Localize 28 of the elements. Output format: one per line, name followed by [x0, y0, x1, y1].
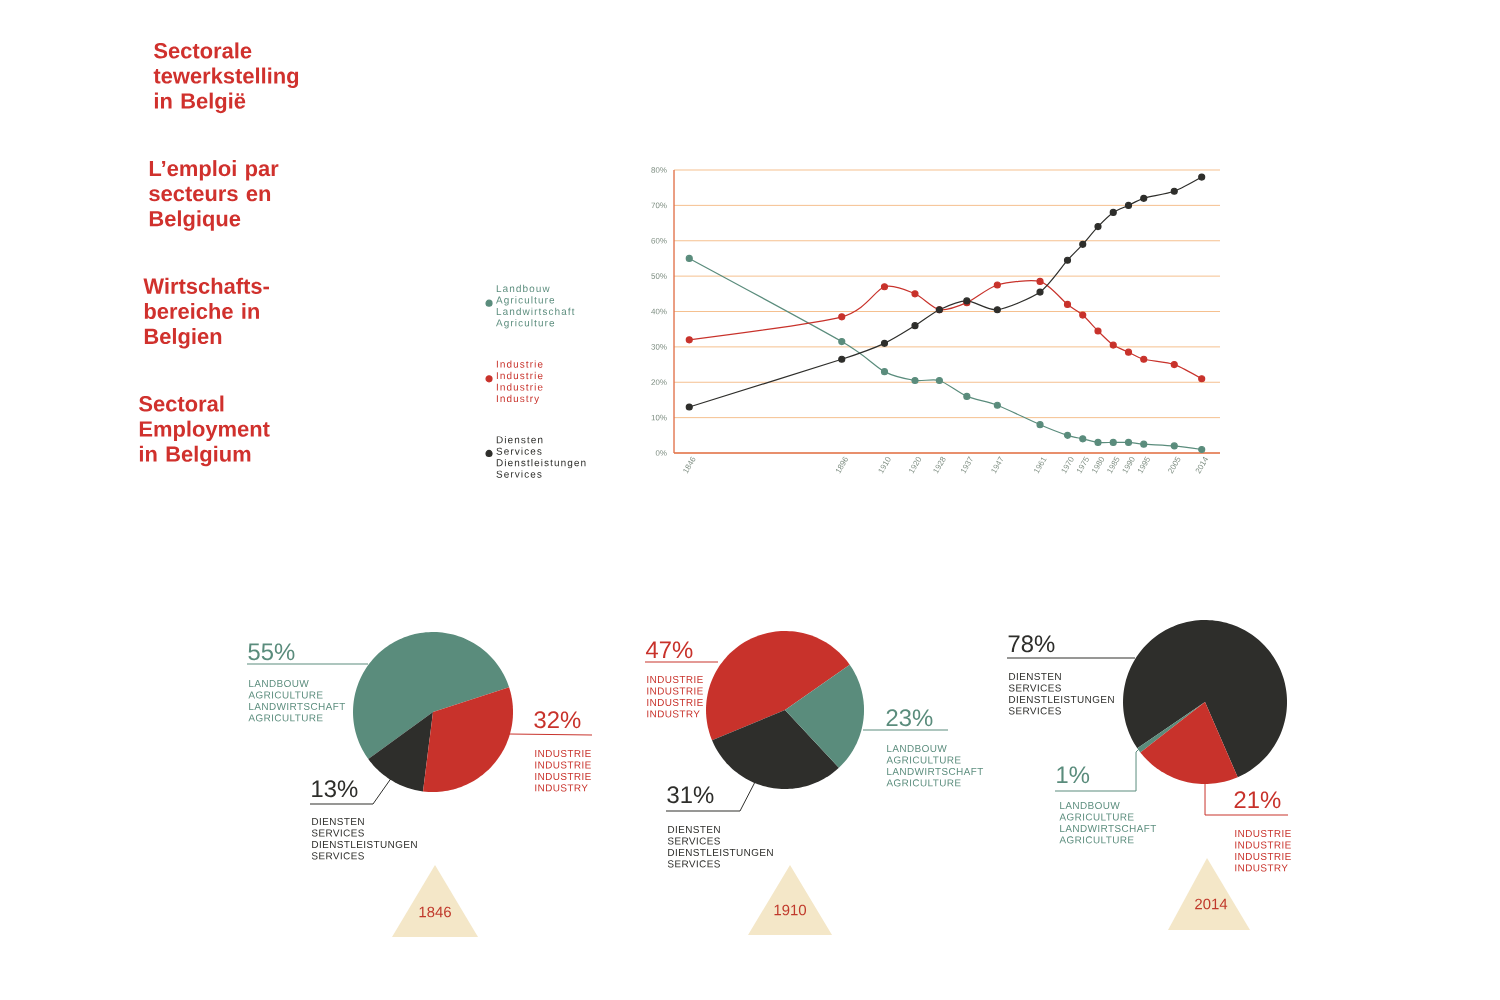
slice-label: DIENSTEN SERVICES DIENSTLEISTUNGEN SERVICES — [1008, 673, 1114, 715]
data-label: 47% — [645, 641, 693, 659]
text: Sectorale tewerkstelling in België — [153, 42, 299, 114]
slice-label: LANDBOUW AGRICULTURE LANDWIRTSCHAFT AGRICULTURE — [248, 680, 346, 722]
slice-label: LANDBOUW AGRICULTURE LANDWIRTSCHAFT AGRICULTURE — [1059, 802, 1157, 844]
data-label: 32% — [534, 711, 581, 729]
text: 2014 — [1195, 898, 1228, 910]
data-label: 78% — [1008, 635, 1055, 653]
legend-label: Landbouw Agriculture Landwirtschaft Agriculture — [496, 284, 575, 329]
data-label: 31% — [667, 786, 714, 804]
slice-label: INDUSTRIE INDUSTRIE INDUSTRIE INDUSTRY — [647, 676, 703, 718]
text: L’emploi par secteurs en Belgique — [149, 160, 279, 231]
text: 1846 — [419, 906, 451, 918]
data-label: 21% — [1234, 791, 1281, 809]
slice-label: LANDBOUW AGRICULTURE LANDWIRTSCHAFT AGRICULTURE — [886, 745, 984, 787]
data-label: 13% — [312, 780, 358, 798]
text: Sectoral Employment in Belgium — [139, 395, 270, 467]
slice-label: DIENSTEN SERVICES DIENSTLEISTUNGEN SERVICES — [311, 818, 417, 860]
data-label: 55% — [248, 643, 295, 661]
slice-label: DIENSTEN SERVICES DIENSTLEISTUNGEN SERVICES — [667, 826, 773, 868]
data-label: 1% — [1057, 766, 1090, 784]
data-label: 23% — [886, 709, 933, 727]
slice-label: INDUSTRIE INDUSTRIE INDUSTRIE INDUSTRY — [535, 750, 591, 792]
text: 1910 — [774, 904, 807, 916]
legend-label: Diensten Services Dienstleistungen Services — [496, 436, 586, 478]
slice-label: INDUSTRIE INDUSTRIE INDUSTRIE INDUSTRY — [1235, 830, 1291, 872]
legend-label: Industrie Industrie Industrie Industry — [496, 360, 543, 405]
text: Wirtschafts-bereiche in Belgien — [143, 277, 269, 349]
